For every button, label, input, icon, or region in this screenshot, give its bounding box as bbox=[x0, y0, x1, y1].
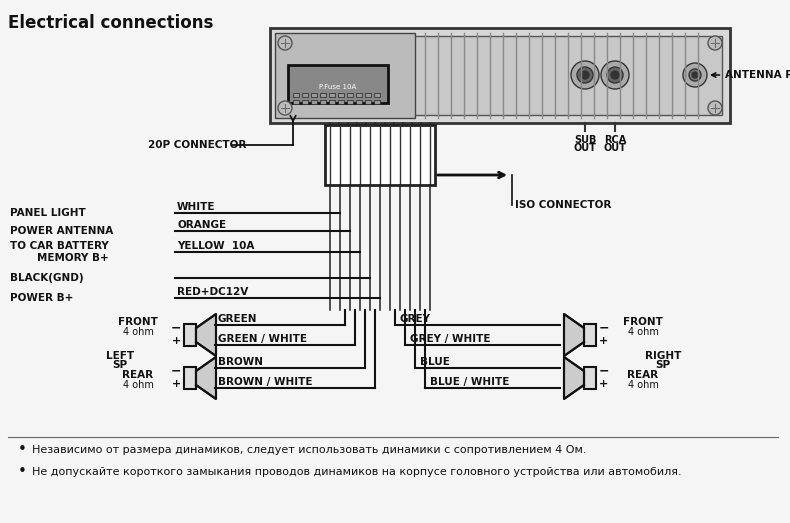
Circle shape bbox=[708, 101, 722, 115]
Circle shape bbox=[689, 69, 701, 81]
Text: REAR: REAR bbox=[122, 370, 153, 380]
Text: OUT: OUT bbox=[604, 143, 626, 153]
Bar bbox=[329, 100, 335, 104]
Text: 20P CONNECTOR: 20P CONNECTOR bbox=[148, 140, 246, 150]
Text: YELLOW  10A: YELLOW 10A bbox=[177, 241, 254, 251]
Text: PANEL LIGHT: PANEL LIGHT bbox=[10, 208, 86, 218]
Bar bbox=[338, 93, 344, 97]
Text: 4 ohm: 4 ohm bbox=[627, 380, 658, 390]
Text: 4 ohm: 4 ohm bbox=[122, 327, 153, 337]
Polygon shape bbox=[564, 314, 584, 356]
Bar bbox=[329, 93, 335, 97]
Text: •: • bbox=[18, 464, 27, 480]
Text: 4 ohm: 4 ohm bbox=[627, 327, 658, 337]
Bar bbox=[374, 100, 380, 104]
Bar bbox=[311, 100, 317, 104]
Bar bbox=[347, 100, 353, 104]
Text: −: − bbox=[171, 365, 181, 378]
Text: BLACK(GND): BLACK(GND) bbox=[10, 273, 84, 283]
Text: +: + bbox=[171, 336, 181, 346]
Text: GREY / WHITE: GREY / WHITE bbox=[410, 334, 491, 344]
Bar bbox=[184, 367, 196, 389]
Polygon shape bbox=[564, 357, 584, 399]
Bar bbox=[320, 93, 326, 97]
Bar bbox=[356, 100, 362, 104]
Bar bbox=[584, 367, 596, 389]
Text: BROWN / WHITE: BROWN / WHITE bbox=[218, 377, 313, 387]
Text: 4 ohm: 4 ohm bbox=[122, 380, 153, 390]
Text: SP: SP bbox=[112, 360, 127, 370]
Text: TO CAR BATTERY
MEMORY B+: TO CAR BATTERY MEMORY B+ bbox=[10, 241, 109, 263]
Circle shape bbox=[601, 61, 629, 89]
Text: Не допускайте короткого замыкания проводов динамиков на корпусе головного устрой: Не допускайте короткого замыкания провод… bbox=[32, 467, 682, 477]
Circle shape bbox=[607, 67, 623, 83]
Circle shape bbox=[571, 61, 599, 89]
Text: P.Fuse 10A: P.Fuse 10A bbox=[319, 84, 356, 90]
Text: −: − bbox=[599, 365, 610, 378]
Text: LEFT: LEFT bbox=[106, 351, 134, 361]
Bar bbox=[293, 93, 299, 97]
Text: OUT: OUT bbox=[574, 143, 596, 153]
Bar bbox=[302, 93, 308, 97]
Text: +: + bbox=[599, 336, 608, 346]
Bar bbox=[302, 100, 308, 104]
Circle shape bbox=[692, 72, 698, 78]
Bar bbox=[293, 100, 299, 104]
Text: FRONT: FRONT bbox=[118, 317, 158, 327]
Bar bbox=[288, 65, 388, 103]
Bar bbox=[278, 36, 722, 115]
Text: +: + bbox=[171, 379, 181, 389]
Text: SUB: SUB bbox=[574, 135, 596, 145]
Text: POWER ANTENNA: POWER ANTENNA bbox=[10, 226, 113, 236]
Bar bbox=[347, 93, 353, 97]
Text: +: + bbox=[599, 379, 608, 389]
Bar bbox=[275, 33, 415, 118]
Text: RIGHT: RIGHT bbox=[645, 351, 681, 361]
Text: Независимо от размера динамиков, следует использовать динамики с сопротивлением : Независимо от размера динамиков, следует… bbox=[32, 445, 586, 455]
Text: BLUE: BLUE bbox=[420, 357, 450, 367]
Text: BROWN: BROWN bbox=[218, 357, 263, 367]
Text: WHITE: WHITE bbox=[177, 202, 216, 212]
Text: Electrical connections: Electrical connections bbox=[8, 14, 213, 32]
Bar bbox=[374, 93, 380, 97]
Polygon shape bbox=[196, 314, 216, 356]
Bar bbox=[184, 324, 196, 346]
Bar bbox=[365, 100, 371, 104]
Circle shape bbox=[278, 36, 292, 50]
Text: BLUE / WHITE: BLUE / WHITE bbox=[430, 377, 510, 387]
Bar bbox=[320, 100, 326, 104]
Bar bbox=[338, 100, 344, 104]
Bar bbox=[325, 125, 435, 185]
Bar bbox=[270, 28, 730, 123]
Text: FRONT: FRONT bbox=[623, 317, 663, 327]
Text: −: − bbox=[599, 322, 610, 335]
Polygon shape bbox=[196, 357, 216, 399]
Bar bbox=[584, 324, 596, 346]
Text: GREEN: GREEN bbox=[218, 314, 258, 324]
Text: SP: SP bbox=[656, 360, 671, 370]
Circle shape bbox=[278, 101, 292, 115]
Text: ISO CONNECTOR: ISO CONNECTOR bbox=[515, 200, 611, 210]
Text: •: • bbox=[18, 442, 27, 458]
Text: −: − bbox=[171, 322, 181, 335]
Circle shape bbox=[581, 71, 589, 79]
Bar bbox=[311, 93, 317, 97]
Circle shape bbox=[577, 67, 593, 83]
Text: RCA: RCA bbox=[604, 135, 626, 145]
Bar bbox=[356, 93, 362, 97]
Text: REAR: REAR bbox=[627, 370, 659, 380]
Text: ANTENNA PLUG: ANTENNA PLUG bbox=[712, 70, 790, 80]
Bar bbox=[365, 93, 371, 97]
Text: RED+DC12V: RED+DC12V bbox=[177, 287, 248, 297]
Circle shape bbox=[708, 36, 722, 50]
Circle shape bbox=[683, 63, 707, 87]
Text: GREEN / WHITE: GREEN / WHITE bbox=[218, 334, 307, 344]
Circle shape bbox=[611, 71, 619, 79]
Text: GREY: GREY bbox=[400, 314, 431, 324]
Text: ORANGE: ORANGE bbox=[177, 220, 226, 230]
Text: POWER B+: POWER B+ bbox=[10, 293, 73, 303]
